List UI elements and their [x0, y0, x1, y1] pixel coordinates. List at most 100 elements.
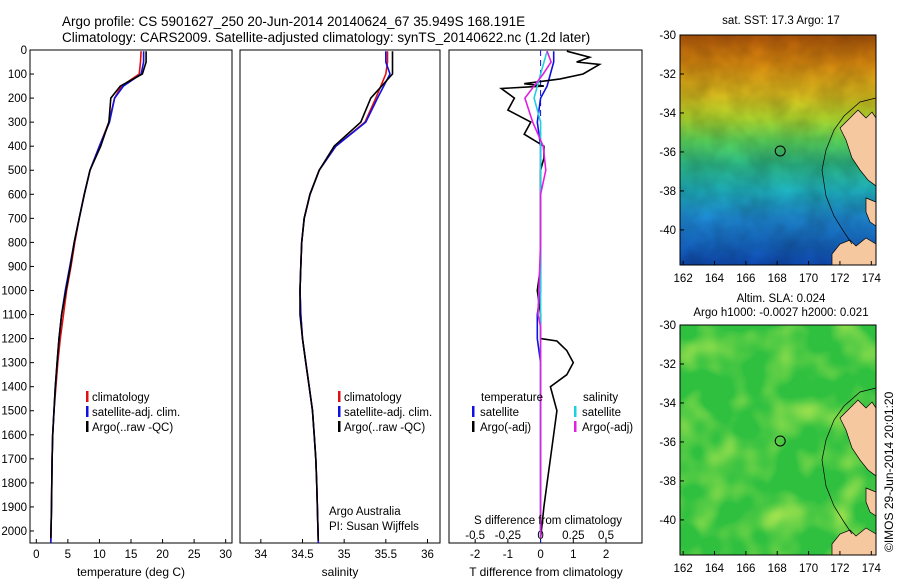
depth-tick-label: 1300	[1, 358, 27, 370]
depth-tick-label: 1800	[1, 478, 27, 490]
sst-map-axes: 162 164 166 168 170 172 174 -30 -32 -34 -36 -38 -40	[659, 30, 881, 285]
attribution-line1: Argo Australia	[329, 506, 401, 518]
legend-title-temperature: temperature	[481, 392, 543, 404]
longitude-tick-label: 172	[830, 273, 849, 285]
depth-tick-label: 800	[8, 237, 27, 249]
longitude-tick-label: 162	[674, 273, 693, 285]
sla-map-title-line1: Altim. SLA: 0.024	[737, 293, 826, 305]
legend-climatology: climatology	[344, 392, 402, 404]
depth-axis: 0 100 200 300 400 500 600 700 800 900 1000 1100 1200…	[1, 45, 34, 538]
difference-legend: temperature salinity satellite Argo(-adj…	[472, 392, 633, 434]
longitude-tick-label: 172	[830, 563, 849, 575]
longitude-tick-label: 168	[768, 273, 787, 285]
temperature-plot-frame	[29, 49, 233, 544]
depth-tick-label: 100	[8, 69, 27, 81]
salinity-x-axis: 34 34.5 35 35.5 36	[254, 539, 434, 561]
difference-tick-label: 0	[537, 549, 543, 561]
legend-climatology: climatology	[92, 392, 150, 404]
depth-tick-label: 500	[8, 165, 27, 177]
temperature-tick-label: 5	[65, 549, 71, 561]
temperature-tick-label: 25	[188, 549, 201, 561]
sst-land-north	[839, 109, 876, 187]
temperature-tick-label: 15	[125, 549, 138, 561]
series-line-temperature-argo-adj-	[499, 50, 603, 539]
legend-t-argo: Argo(-adj)	[480, 422, 531, 434]
figure-title-line1: Argo profile: CS 5901627_250 20-Jun-2014…	[62, 14, 525, 29]
longitude-tick-label: 166	[736, 563, 755, 575]
latitude-tick-label: -40	[659, 225, 676, 237]
salinity-tick-label: 36	[421, 549, 434, 561]
salinity-xlabel: salinity	[322, 565, 359, 579]
legend-satellite: satellite-adj. clim.	[344, 407, 432, 419]
depth-tick-label: 300	[8, 117, 27, 129]
salinity-legend: climatology satellite-adj. clim. Argo(..…	[338, 391, 432, 434]
longitude-tick-label: 166	[736, 273, 755, 285]
sst-field-texture	[680, 35, 876, 265]
sst-bathymetry-contour	[821, 97, 876, 245]
attribution-line2: PI: Susan Wijffels	[329, 521, 419, 533]
salinity-tick-label: 35.5	[375, 549, 397, 561]
difference-tick-label: 2	[603, 549, 609, 561]
temperature-series	[50, 51, 147, 544]
longitude-tick-label: 164	[705, 563, 725, 575]
difference-tick-label: 1	[570, 549, 576, 561]
latitude-tick-label: -32	[659, 359, 676, 371]
sst-map-frame	[679, 34, 877, 266]
difference-tick-label: -2	[470, 549, 480, 561]
depth-tick-label: 1900	[1, 502, 27, 514]
legend-argo: Argo(..raw -QC)	[92, 422, 173, 434]
longitude-tick-label: 164	[705, 273, 725, 285]
longitude-tick-label: 174	[862, 563, 882, 575]
depth-tick-label: 200	[8, 93, 27, 105]
legend-swatch-climatology	[338, 391, 341, 402]
longitude-tick-label: 170	[799, 273, 818, 285]
series-line-salinity-argo-adj-	[524, 50, 552, 539]
series-line-argo-raw-qc-	[299, 51, 394, 541]
sst-map-panel: sat. SST: 17.3 Argo: 17 162 164 166 168 170 1…	[659, 15, 881, 285]
temperature-panel: 0100200300400500600700800900100011001200…	[1, 45, 233, 579]
difference-xlabel-top: S difference from climatology	[474, 515, 622, 527]
longitude-tick-label: 162	[674, 563, 693, 575]
latitude-tick-label: -40	[659, 515, 676, 527]
salinity-difference-tick-label: 0.5	[598, 530, 614, 542]
legend-s-satellite: satellite	[582, 407, 621, 419]
sla-argo-location	[774, 435, 786, 447]
legend-title-salinity: salinity	[583, 392, 618, 404]
salinity-difference-tick-label: 0.25	[562, 530, 584, 542]
longitude-tick-label: 168	[768, 563, 787, 575]
difference-xlabel: T difference from climatology	[469, 565, 623, 579]
legend-swatch-s-satellite	[574, 406, 577, 417]
sla-land-south	[831, 527, 876, 555]
depth-tick-label: 1700	[1, 454, 27, 466]
legend-swatch-t-satellite	[472, 406, 475, 417]
difference-plot-frame	[448, 49, 643, 544]
depth-tick-label: 600	[8, 189, 27, 201]
legend-satellite: satellite-adj. clim.	[92, 407, 180, 419]
salinity-tick-label: 34.5	[291, 549, 313, 561]
latitude-tick-label: -34	[659, 398, 676, 410]
sla-map-panel: Altim. SLA: 0.024 Argo h1000: -0.0027 h2…	[659, 293, 881, 575]
legend-swatch-satellite	[86, 406, 89, 417]
legend-swatch-argo	[338, 421, 341, 432]
temperature-legend: climatology satellite-adj. clim. Argo(..…	[86, 391, 180, 434]
depth-tick-label: 1400	[1, 382, 27, 394]
sla-field-texture	[680, 325, 876, 555]
latitude-tick-label: -38	[659, 476, 676, 488]
temperature-tick-label: 10	[93, 549, 106, 561]
legend-swatch-argo	[86, 421, 89, 432]
latitude-tick-label: -38	[659, 186, 676, 198]
series-line-argo-raw-qc-	[50, 51, 147, 539]
longitude-tick-label: 170	[799, 563, 818, 575]
latitude-tick-label: -30	[659, 30, 676, 42]
temperature-xlabel: temperature (deg C)	[77, 565, 185, 579]
legend-swatch-climatology	[86, 391, 89, 402]
sla-land-north	[839, 399, 876, 477]
legend-t-satellite: satellite	[480, 407, 519, 419]
salinity-tick-label: 35	[338, 549, 351, 561]
depth-tick-label: 2000	[1, 526, 27, 538]
temperature-tick-label: 30	[219, 549, 232, 561]
latitude-tick-label: -34	[659, 108, 676, 120]
legend-swatch-satellite	[338, 406, 341, 417]
series-line-satellite-adj-clim-	[299, 51, 391, 544]
